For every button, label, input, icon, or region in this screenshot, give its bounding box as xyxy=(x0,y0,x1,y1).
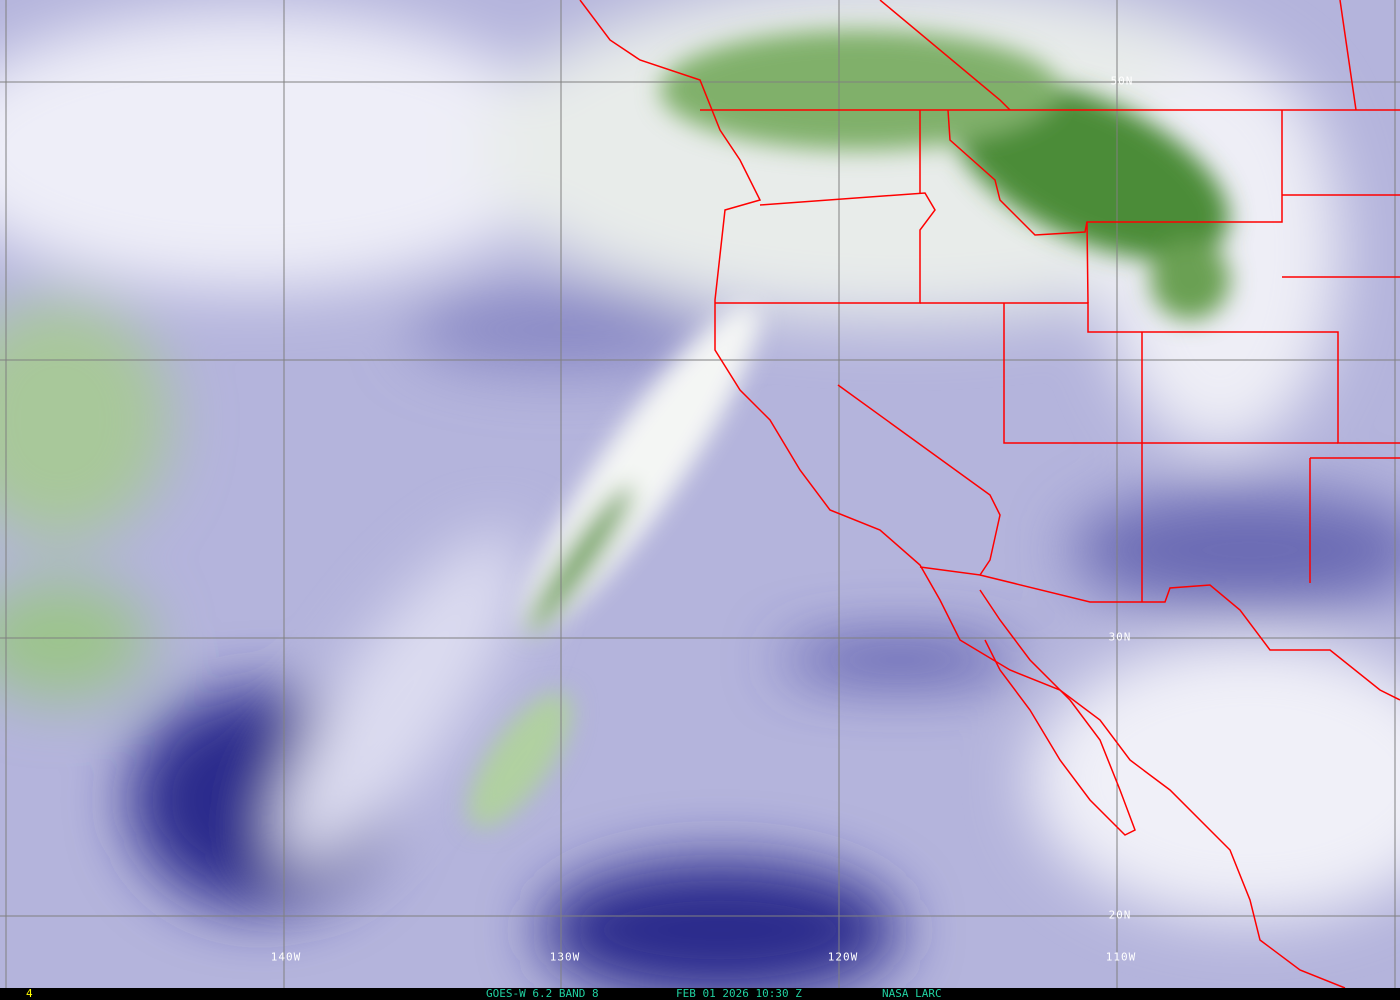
baja-california-coastline xyxy=(979,589,1136,836)
pacific-coastline xyxy=(579,0,1346,988)
oregon-border xyxy=(715,192,936,304)
cloud-bands xyxy=(467,30,1230,828)
lon-label-120w: 120W xyxy=(827,950,859,964)
lat-label-30n: 30N xyxy=(1108,630,1132,644)
frame-number: 4 xyxy=(26,987,33,1000)
credit-label: NASA LARC xyxy=(882,987,942,1000)
lon-label-110w: 110W xyxy=(1105,950,1137,964)
political-borders xyxy=(579,0,1400,988)
lon-label-140w: 140W xyxy=(270,950,302,964)
lat-label-50n: 50N xyxy=(1110,74,1134,88)
lon-label-130w: 130W xyxy=(549,950,581,964)
lat-label-20n: 20N xyxy=(1108,908,1132,922)
satellite-label: GOES-W 6.2 BAND 8 xyxy=(486,987,599,1000)
caption-bar: 4 GOES-W 6.2 BAND 8 FEB 01 2026 10:30 Z … xyxy=(0,988,1400,1000)
datetime-label: FEB 01 2026 10:30 Z xyxy=(676,987,802,1000)
